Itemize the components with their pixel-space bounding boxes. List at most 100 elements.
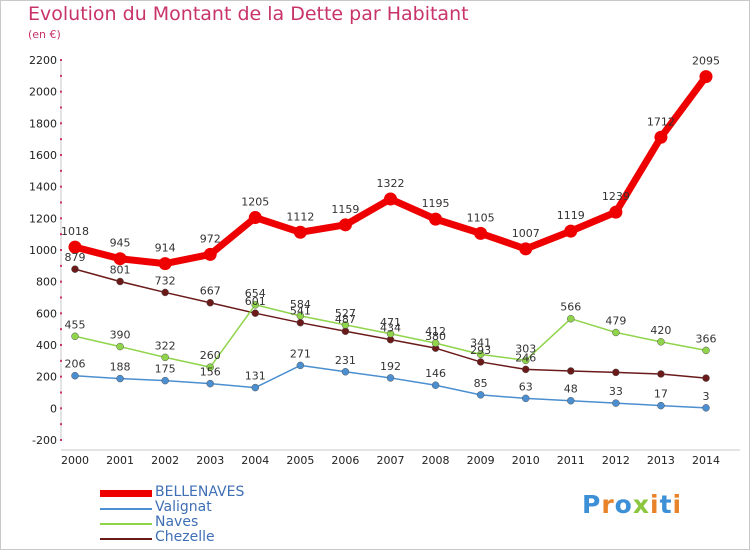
legend-swatch-bellenaves bbox=[100, 490, 152, 497]
data-label-bellenaves: 1105 bbox=[467, 211, 495, 224]
data-label-naves: 479 bbox=[605, 314, 626, 327]
data-label-valignat: 206 bbox=[65, 358, 86, 371]
legend-swatch-valignat bbox=[100, 508, 152, 510]
data-point-valignat bbox=[431, 381, 440, 389]
data-point-naves bbox=[431, 339, 440, 347]
x-tick-label: 2009 bbox=[467, 454, 495, 467]
data-label-bellenaves: 1195 bbox=[422, 197, 450, 210]
x-tick-label: 2007 bbox=[377, 454, 405, 467]
data-label-naves: 303 bbox=[515, 342, 536, 355]
data-label-valignat: 188 bbox=[110, 361, 131, 374]
legend-label-bellenaves: BELLENAVES bbox=[155, 484, 245, 500]
data-label-bellenaves: 1322 bbox=[377, 177, 405, 190]
data-point-chezelle bbox=[702, 374, 710, 382]
data-point-valignat bbox=[206, 379, 214, 388]
x-tick-label: 2003 bbox=[196, 454, 224, 467]
y-minor-tick bbox=[60, 312, 62, 315]
data-label-valignat: 175 bbox=[155, 363, 176, 376]
data-label-chezelle: 380 bbox=[425, 330, 446, 343]
data-point-naves bbox=[116, 342, 124, 351]
data-label-naves: 420 bbox=[650, 324, 671, 337]
data-point-valignat bbox=[161, 376, 169, 385]
data-point-naves bbox=[386, 330, 395, 338]
data-point-valignat bbox=[612, 399, 620, 407]
x-tick-label: 2012 bbox=[602, 454, 630, 467]
data-point-naves bbox=[251, 301, 260, 309]
data-label-naves: 322 bbox=[155, 339, 176, 352]
series-line-bellenaves bbox=[74, 74, 709, 268]
data-point-valignat bbox=[657, 401, 665, 410]
y-minor-tick bbox=[60, 201, 62, 204]
data-point-chezelle bbox=[612, 368, 620, 377]
data-label-valignat: 131 bbox=[245, 370, 266, 383]
data-point-naves bbox=[71, 332, 79, 341]
x-tick-label: 2014 bbox=[692, 454, 720, 467]
y-minor-tick bbox=[60, 185, 62, 188]
x-tick-label: 2002 bbox=[151, 454, 179, 467]
data-label-chezelle: 246 bbox=[515, 351, 536, 364]
data-label-valignat: 271 bbox=[290, 347, 311, 360]
legend-swatch-naves bbox=[100, 523, 152, 525]
x-tick-label: 2010 bbox=[512, 454, 540, 467]
data-label-valignat: 192 bbox=[380, 360, 401, 373]
data-point-bellenaves bbox=[699, 70, 713, 84]
legend-swatch-chezelle bbox=[100, 538, 152, 540]
data-label-bellenaves: 1712 bbox=[647, 115, 675, 128]
data-point-bellenaves bbox=[203, 247, 217, 261]
y-minor-tick bbox=[60, 439, 62, 441]
data-point-chezelle bbox=[161, 288, 169, 297]
data-label-bellenaves: 972 bbox=[200, 232, 221, 245]
x-tick-label: 2005 bbox=[286, 454, 314, 467]
y-minor-tick bbox=[60, 233, 62, 236]
data-point-naves bbox=[657, 338, 665, 346]
data-point-naves bbox=[161, 353, 169, 362]
data-point-bellenaves bbox=[248, 211, 262, 225]
data-point-naves bbox=[476, 350, 485, 359]
data-label-bellenaves: 1112 bbox=[286, 210, 314, 223]
data-label-bellenaves: 1119 bbox=[557, 209, 585, 222]
data-point-bellenaves bbox=[429, 212, 443, 226]
data-label-bellenaves: 1205 bbox=[241, 196, 269, 209]
data-label-valignat: 33 bbox=[609, 385, 623, 398]
data-point-bellenaves bbox=[158, 257, 172, 271]
y-minor-tick bbox=[60, 122, 62, 125]
data-point-bellenaves bbox=[384, 192, 397, 206]
data-point-chezelle bbox=[476, 358, 485, 366]
y-minor-tick bbox=[60, 375, 62, 378]
data-point-chezelle bbox=[296, 318, 305, 327]
data-point-bellenaves bbox=[338, 218, 352, 232]
data-point-bellenaves bbox=[564, 224, 578, 238]
x-tick-label: 2011 bbox=[557, 454, 585, 467]
y-tick-label: 1200 bbox=[29, 212, 57, 225]
y-minor-tick bbox=[60, 90, 62, 93]
data-point-naves bbox=[341, 321, 350, 329]
y-tick-label: 400 bbox=[36, 339, 57, 352]
x-tick-label: 2000 bbox=[61, 454, 89, 467]
data-point-naves bbox=[206, 363, 214, 371]
data-point-valignat bbox=[341, 368, 350, 376]
data-label-bellenaves: 2095 bbox=[692, 55, 720, 68]
data-labels: 879 801 732 667 601 541 487 434 380 293 246 455 390 3… bbox=[61, 55, 720, 403]
data-label-bellenaves: 1007 bbox=[512, 227, 540, 240]
data-label-naves: 527 bbox=[335, 307, 356, 320]
data-point-valignat bbox=[702, 404, 710, 412]
y-tick-label: 1600 bbox=[29, 149, 57, 162]
data-point-chezelle bbox=[71, 265, 79, 273]
x-tick-label: 2006 bbox=[331, 454, 359, 467]
data-label-bellenaves: 1018 bbox=[61, 225, 89, 238]
data-point-bellenaves bbox=[68, 240, 82, 254]
data-point-chezelle bbox=[206, 298, 214, 307]
data-point-bellenaves bbox=[474, 226, 488, 240]
data-point-naves bbox=[521, 356, 530, 365]
data-point-valignat bbox=[251, 383, 260, 392]
data-label-naves: 584 bbox=[290, 298, 311, 311]
data-label-naves: 412 bbox=[425, 325, 446, 338]
data-label-valignat: 231 bbox=[335, 354, 356, 367]
y-minor-tick bbox=[60, 423, 62, 426]
y-tick-label: 0 bbox=[50, 402, 57, 415]
data-point-bellenaves bbox=[113, 252, 127, 266]
y-minor-tick bbox=[60, 280, 62, 283]
y-tick-label: 800 bbox=[36, 276, 57, 289]
y-minor-tick bbox=[60, 296, 62, 299]
